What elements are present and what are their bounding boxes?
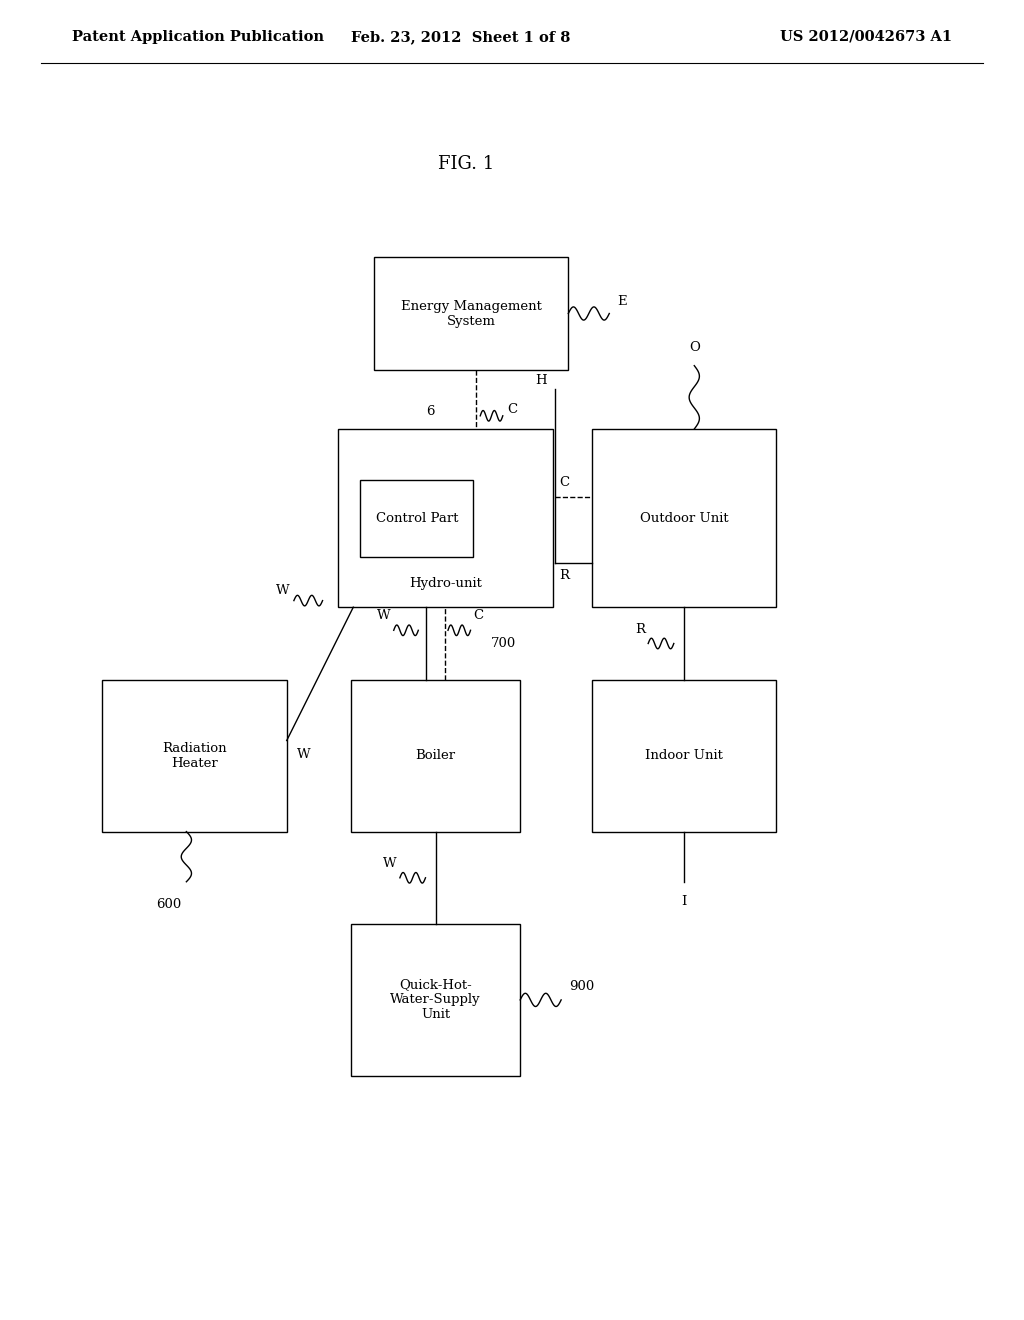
Text: Indoor Unit: Indoor Unit xyxy=(645,750,723,762)
Text: C: C xyxy=(507,403,517,416)
Text: C: C xyxy=(474,610,483,623)
FancyBboxPatch shape xyxy=(374,257,568,370)
Text: W: W xyxy=(383,857,397,870)
FancyBboxPatch shape xyxy=(338,429,553,607)
Text: 600: 600 xyxy=(157,898,181,911)
Text: FIG. 1: FIG. 1 xyxy=(438,154,494,173)
Text: US 2012/0042673 A1: US 2012/0042673 A1 xyxy=(780,30,952,44)
Text: 6: 6 xyxy=(426,405,434,418)
FancyBboxPatch shape xyxy=(351,680,520,832)
Text: Control Part: Control Part xyxy=(376,512,458,525)
Text: H: H xyxy=(536,374,547,387)
Text: Patent Application Publication: Patent Application Publication xyxy=(72,30,324,44)
Text: Feb. 23, 2012  Sheet 1 of 8: Feb. 23, 2012 Sheet 1 of 8 xyxy=(351,30,570,44)
FancyBboxPatch shape xyxy=(360,480,473,557)
Text: I: I xyxy=(681,895,687,908)
Text: R: R xyxy=(559,569,569,582)
Text: Boiler: Boiler xyxy=(416,750,456,762)
Text: Quick-Hot-
Water-Supply
Unit: Quick-Hot- Water-Supply Unit xyxy=(390,978,481,1022)
Text: R: R xyxy=(635,623,645,636)
Text: 900: 900 xyxy=(569,981,595,993)
Text: W: W xyxy=(297,748,310,762)
Text: W: W xyxy=(276,583,290,597)
Text: Radiation
Heater: Radiation Heater xyxy=(162,742,227,770)
Text: Outdoor Unit: Outdoor Unit xyxy=(640,512,728,524)
Text: C: C xyxy=(559,475,569,488)
Text: 700: 700 xyxy=(492,638,516,649)
FancyBboxPatch shape xyxy=(102,680,287,832)
Text: Energy Management
System: Energy Management System xyxy=(400,300,542,327)
FancyBboxPatch shape xyxy=(351,924,520,1076)
FancyBboxPatch shape xyxy=(592,429,776,607)
Text: W: W xyxy=(377,610,391,623)
Text: O: O xyxy=(689,341,699,354)
Text: E: E xyxy=(617,296,627,309)
FancyBboxPatch shape xyxy=(592,680,776,832)
Text: Hydro-unit: Hydro-unit xyxy=(409,577,482,590)
